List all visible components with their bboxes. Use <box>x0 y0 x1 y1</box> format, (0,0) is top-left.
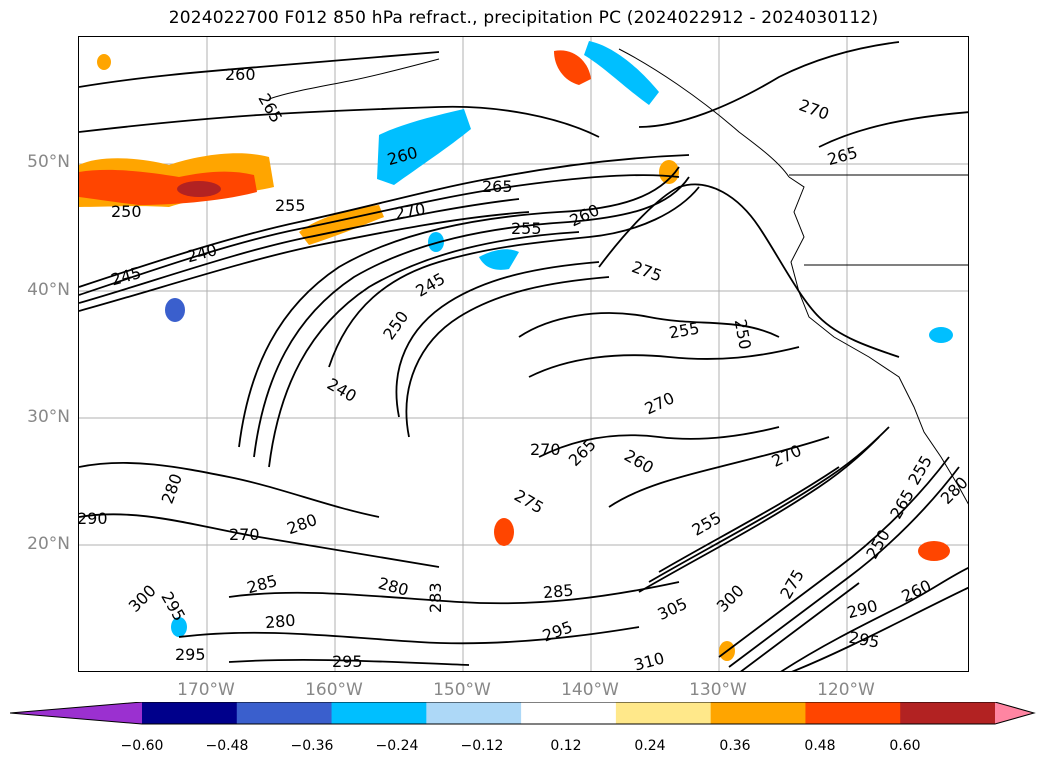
contour-label: 310 <box>632 648 666 672</box>
contour-label: 240 <box>324 374 360 406</box>
lon-label-160w: 160°W <box>305 680 363 700</box>
contour-label: 260 <box>899 576 935 606</box>
lon-label-150w: 150°W <box>433 680 491 700</box>
colorbar-extend-high <box>995 702 1034 724</box>
lat-label-50n: 50°N <box>27 152 70 172</box>
contour-label: 275 <box>776 566 808 602</box>
colorbar-tick: −0.36 <box>290 738 334 754</box>
colorbar-tick: 0.48 <box>804 738 836 754</box>
colorbar-segment <box>426 702 522 724</box>
colorbar-outline <box>10 702 1036 725</box>
lat-label-30n: 30°N <box>27 407 70 427</box>
coastlines <box>268 48 968 505</box>
colorbar-tick: −0.60 <box>120 738 164 754</box>
lon-label-140w: 140°W <box>561 680 619 700</box>
precip-max-core <box>177 181 221 197</box>
lon-label-170w: 170°W <box>177 680 235 700</box>
colorbar-segment <box>805 702 901 724</box>
contour-label: 260 <box>225 65 256 84</box>
colorbar-tick: 0.36 <box>719 738 751 754</box>
contour-label: 265 <box>825 143 859 169</box>
contour-label: 255 <box>511 219 542 238</box>
colorbar-segment <box>521 702 617 724</box>
contour-label: 260 <box>567 200 603 230</box>
colorbar-tick: −0.12 <box>460 738 504 754</box>
precip-pos-spot-5 <box>97 54 111 70</box>
map-title: 2024022700 F012 850 hPa refract., precip… <box>168 8 879 28</box>
refractivity-contours <box>79 41 968 671</box>
contour-label: 280 <box>264 611 296 633</box>
map-canvas: 260 265 270 265 260 265 255 250 270 260 … <box>79 37 969 672</box>
lon-label-120w: 120°W <box>817 680 875 700</box>
lon-label-130w: 130°W <box>689 680 747 700</box>
contour-label: 270 <box>796 95 831 123</box>
contour-label: 265 <box>886 486 918 522</box>
colorbar-extend-low <box>10 702 142 724</box>
contour-label: 290 <box>845 596 879 622</box>
contour-label: 285 <box>542 581 574 603</box>
precip-pos-spot-2 <box>659 160 679 184</box>
contour-label: 275 <box>511 486 547 518</box>
colorbar-tick: 0.60 <box>889 738 921 754</box>
colorbar-segment <box>615 702 712 724</box>
contour-label: 283 <box>426 582 445 613</box>
contour-label: 245 <box>412 269 448 301</box>
precip-negative-central <box>479 249 519 270</box>
precip-neg-spot-3 <box>171 617 187 637</box>
contour-label: 305 <box>655 594 691 624</box>
contour-label: 255 <box>667 318 700 342</box>
colorbar-segment <box>710 702 806 724</box>
map-panel: 260 265 270 265 260 265 255 250 270 260 … <box>78 36 969 672</box>
contour-label: 295 <box>540 617 575 645</box>
contour-label: 280 <box>158 471 186 506</box>
gridlines <box>79 37 968 671</box>
contour-label: 270 <box>530 440 561 459</box>
precip-shading <box>79 41 953 661</box>
contour-label: 270 <box>642 388 678 418</box>
contour-label: 260 <box>621 446 657 478</box>
precip-negative-alaska <box>584 41 659 105</box>
precip-neg-spot-1 <box>165 298 185 322</box>
contour-label: 265 <box>482 177 513 196</box>
contour-label: 255 <box>904 452 936 488</box>
contour-label: 250 <box>379 307 412 343</box>
precip-neg-spot-4 <box>428 232 444 252</box>
contour-label: 280 <box>937 473 969 508</box>
precip-pos-spot-1 <box>494 518 514 546</box>
colorbar-segment <box>331 702 427 724</box>
contour-label: 300 <box>125 581 160 616</box>
precip-pos-spot-3 <box>918 541 950 561</box>
colorbar-tick: 0.24 <box>634 738 666 754</box>
precip-strong-band-west <box>79 169 257 205</box>
contour-label: 295 <box>332 652 363 671</box>
contour-label: 295 <box>847 628 880 652</box>
colorbar-segment <box>900 702 996 724</box>
precip-positive-alaska <box>554 50 591 85</box>
contour-label: 270 <box>229 525 260 544</box>
contour-label: 290 <box>79 509 108 528</box>
contour-label: 300 <box>713 581 748 616</box>
contour-label: 255 <box>275 196 306 215</box>
colorbar-segment <box>236 702 333 724</box>
lat-label-20n: 20°N <box>27 534 70 554</box>
colorbar-segments <box>10 702 1034 724</box>
contour-label: 295 <box>157 588 189 624</box>
lat-label-40n: 40°N <box>27 280 70 300</box>
contour-label: 295 <box>175 645 206 664</box>
colorbar-segment <box>142 702 238 724</box>
precip-negative-north <box>377 109 471 185</box>
colorbar <box>10 702 1036 725</box>
contour-label: 250 <box>731 318 755 351</box>
precip-neg-spot-2 <box>929 327 953 343</box>
colorbar-tick: −0.24 <box>375 738 419 754</box>
contour-label: 275 <box>629 257 664 285</box>
colorbar-tick: −0.48 <box>205 738 249 754</box>
contour-label: 250 <box>111 202 142 221</box>
colorbar-tick: 0.12 <box>550 738 582 754</box>
contour-label: 280 <box>284 510 319 538</box>
contour-label: 265 <box>565 435 600 470</box>
contour-label: 270 <box>393 199 426 223</box>
